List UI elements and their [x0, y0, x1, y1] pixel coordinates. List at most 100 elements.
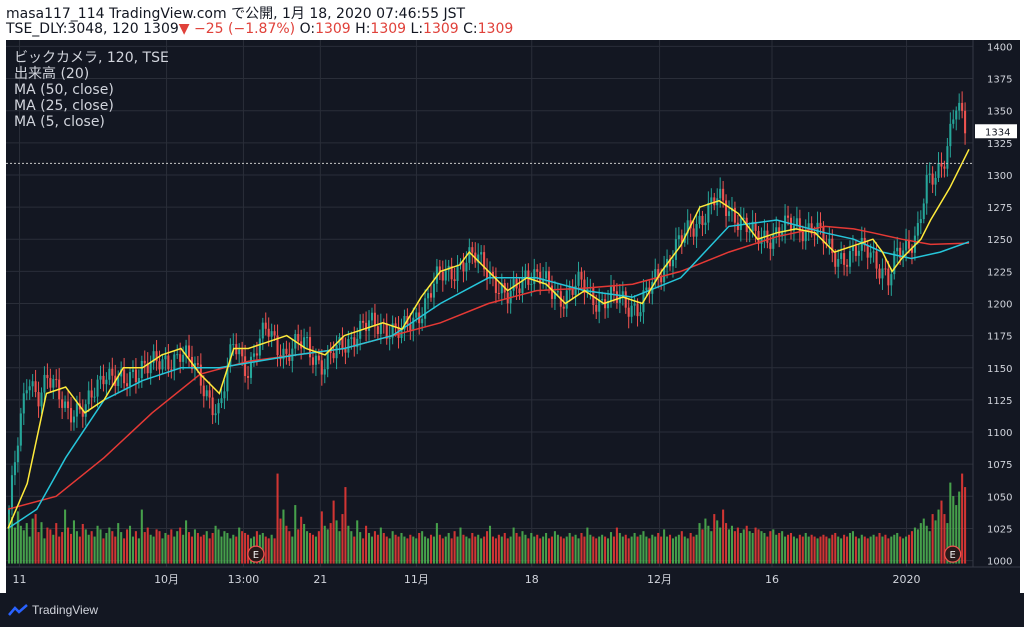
volume-bar [760, 531, 763, 564]
candle-body [61, 399, 64, 408]
volume-bar [621, 536, 624, 564]
volume-bar [722, 509, 725, 564]
candle-body [598, 299, 601, 312]
volume-bar [40, 522, 43, 564]
candle-body [875, 251, 878, 269]
volume-bar [267, 538, 270, 564]
volume-bar [745, 525, 748, 564]
volume-bar [143, 532, 146, 564]
candle-body [303, 337, 306, 349]
volume-bar [559, 536, 562, 564]
volume-bar [418, 532, 421, 564]
volume-bar [792, 536, 795, 564]
candle-body [545, 271, 548, 279]
candle-body [595, 304, 598, 312]
candle-body [896, 247, 899, 252]
price-chart[interactable]: E E 1000 1025 1050 1075 1100 1125 1150 1175 1200 12… [6, 40, 1020, 593]
candle-body [311, 357, 314, 365]
candle-body [8, 509, 11, 515]
volume-bar [247, 534, 250, 564]
candle-body [182, 354, 185, 362]
volume-bar [577, 538, 580, 564]
candle-body [937, 163, 940, 178]
volume-bar [182, 534, 185, 564]
candle-body [211, 397, 214, 416]
candle-body [43, 374, 46, 393]
volume-bar [769, 531, 772, 564]
volume-bar [52, 534, 55, 564]
candle-body [565, 290, 568, 309]
volume-bar [320, 511, 323, 564]
volume-bar [155, 529, 158, 564]
volume-bar [506, 538, 509, 564]
candle-body [887, 268, 890, 286]
candle-body [93, 396, 96, 398]
y-tick-label: 1375 [987, 75, 1012, 86]
volume-bar [137, 538, 140, 564]
volume-bar [636, 536, 639, 564]
candle-body [462, 262, 465, 272]
volume-bar [524, 534, 527, 564]
candle-body [843, 253, 846, 265]
candle-body [822, 226, 825, 244]
candle-body [601, 299, 604, 301]
volume-bar [601, 534, 604, 564]
candle-body [131, 369, 134, 373]
candle-body [308, 337, 312, 358]
y-tick-label: 1075 [987, 460, 1012, 471]
chart-area[interactable]: E E 1000 1025 1050 1075 1100 1125 1150 1175 1200 12… [6, 40, 1020, 593]
volume-bar [273, 538, 276, 564]
volume-bar [31, 518, 34, 564]
y-tick-label: 1050 [987, 492, 1012, 503]
candle-body [81, 409, 84, 417]
volume-bar [787, 534, 790, 564]
volume-bar [438, 534, 441, 564]
candle-body [202, 385, 205, 397]
y-tick-label: 1150 [987, 364, 1012, 375]
volume-bar [671, 538, 674, 564]
candle-body [668, 258, 672, 267]
volume-bar [338, 531, 341, 564]
volume-bar [456, 536, 459, 564]
candle-body [161, 359, 164, 370]
volume-bar [958, 491, 961, 564]
candle-body [899, 247, 902, 258]
volume-bar [391, 531, 394, 564]
candle-body [848, 251, 852, 267]
y-tick-label: 1225 [987, 267, 1012, 278]
candle-body [512, 279, 515, 291]
candle-body [421, 318, 424, 324]
open-label: O: [299, 21, 316, 37]
volume-bar [214, 525, 217, 564]
volume-bar [362, 538, 365, 564]
candle-body [373, 312, 376, 327]
candle-body [550, 285, 554, 299]
y-tick-label: 1300 [987, 171, 1012, 182]
volume-bar [96, 525, 99, 564]
candle-body [270, 331, 273, 337]
tradingview-logo[interactable]: TradingView [8, 603, 98, 617]
candle-body [751, 221, 754, 232]
volume-bar [607, 538, 610, 564]
candle-body [878, 268, 881, 279]
candle-body [128, 372, 132, 387]
candle-body [335, 344, 338, 359]
candle-body [34, 381, 37, 393]
y-tick-label: 1100 [987, 428, 1012, 439]
volume-bar [158, 531, 161, 564]
volume-bar [710, 531, 713, 564]
candle-body [64, 401, 67, 408]
volume-bar [477, 534, 480, 564]
volume-bar [152, 536, 155, 564]
volume-bar [651, 534, 654, 564]
volume-bar [69, 533, 73, 564]
volume-bar [913, 527, 916, 564]
candle-body [370, 312, 374, 321]
candle-body [854, 246, 857, 256]
candle-body [347, 339, 350, 353]
volume-bar [887, 538, 890, 564]
volume-bar [878, 532, 881, 564]
candle-body [365, 322, 368, 331]
candle-body [722, 188, 725, 201]
candle-body [137, 378, 140, 383]
